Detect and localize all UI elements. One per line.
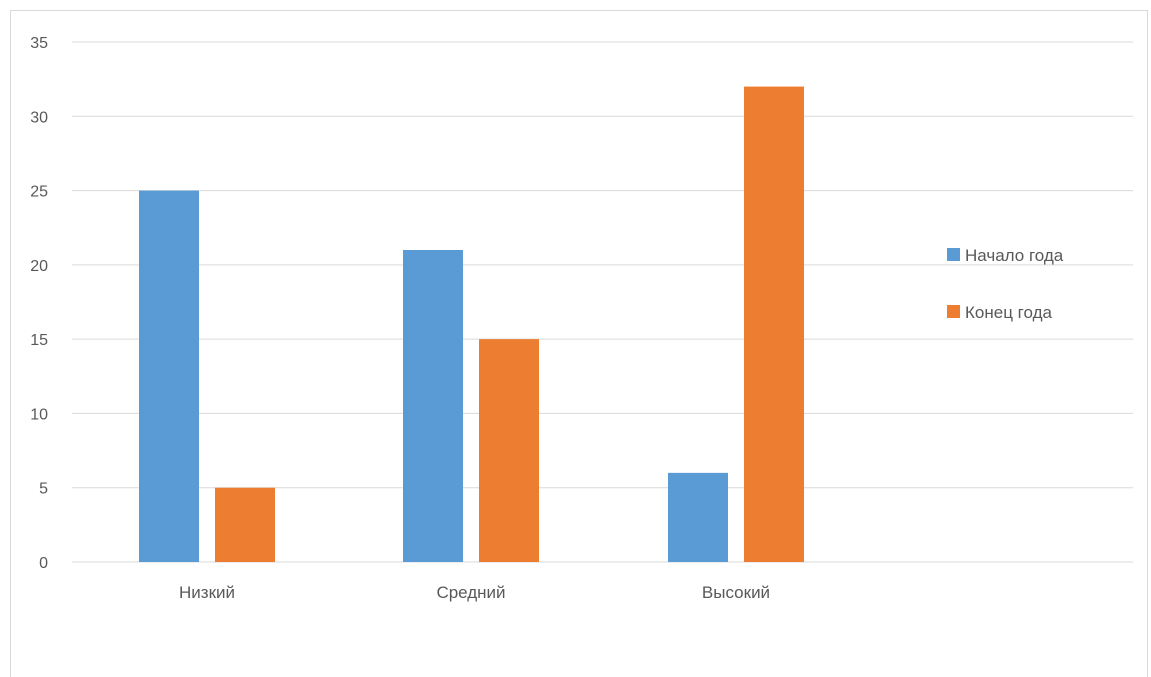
y-axis-tick-labels: 0 5 10 15 20 25 30 35 bbox=[30, 35, 48, 572]
x-category-label: Средний bbox=[436, 583, 505, 602]
bar-end-0 bbox=[215, 487, 275, 562]
gridlines bbox=[72, 41, 1133, 563]
bar-end-1 bbox=[479, 339, 539, 562]
y-tick-label: 25 bbox=[30, 184, 48, 201]
y-tick-label: 10 bbox=[30, 406, 48, 423]
y-tick-label: 20 bbox=[30, 258, 48, 275]
bar-start-0 bbox=[139, 190, 199, 563]
x-axis-category-labels: Низкий Средний Высокий bbox=[179, 583, 770, 602]
y-tick-label: 0 bbox=[39, 555, 48, 572]
x-category-label: Низкий bbox=[179, 583, 235, 602]
bar-start-2 bbox=[668, 472, 728, 562]
bars bbox=[139, 86, 804, 563]
y-tick-label: 35 bbox=[30, 35, 48, 52]
x-category-label: Высокий bbox=[702, 583, 770, 602]
legend-label: Конец года bbox=[965, 303, 1052, 322]
legend-swatch bbox=[947, 305, 960, 318]
y-tick-label: 15 bbox=[30, 332, 48, 349]
chart-area bbox=[10, 10, 1148, 677]
y-tick-label: 30 bbox=[30, 109, 48, 126]
legend: Начало года Конец года bbox=[947, 246, 1064, 322]
bar-end-2 bbox=[744, 86, 804, 563]
y-tick-label: 5 bbox=[39, 481, 48, 498]
bar-start-1 bbox=[403, 250, 463, 562]
legend-label: Начало года bbox=[965, 246, 1064, 265]
legend-swatch bbox=[947, 248, 960, 261]
